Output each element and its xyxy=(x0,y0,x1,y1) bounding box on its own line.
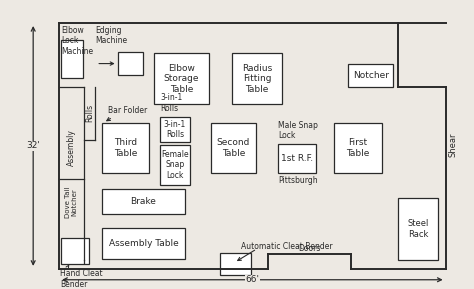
Bar xyxy=(61,238,89,264)
Text: 1st R.F.: 1st R.F. xyxy=(281,154,313,164)
Text: 3-in-1
Rolls: 3-in-1 Rolls xyxy=(164,120,186,139)
Text: 66': 66' xyxy=(246,275,259,284)
Bar xyxy=(160,117,190,142)
Text: Assembly: Assembly xyxy=(67,129,75,166)
Text: Assembly Table: Assembly Table xyxy=(109,239,178,248)
Bar xyxy=(102,189,185,214)
Text: Male Snap
Lock: Male Snap Lock xyxy=(278,121,318,140)
Text: Hand Cleat
Bender: Hand Cleat Bender xyxy=(60,269,103,289)
Text: Elbow
Storage
Table: Elbow Storage Table xyxy=(164,64,199,94)
Bar xyxy=(61,40,83,78)
Text: Dove Tail
Notcher: Dove Tail Notcher xyxy=(64,187,78,218)
Bar xyxy=(334,123,382,173)
Bar xyxy=(220,253,251,275)
Text: Pittsburgh: Pittsburgh xyxy=(278,176,318,185)
Bar xyxy=(232,53,282,104)
Bar xyxy=(118,52,143,75)
Text: Doors: Doors xyxy=(298,244,320,253)
Text: 3-in-1
Rolls: 3-in-1 Rolls xyxy=(160,93,182,113)
Text: Female
Snap
Lock: Female Snap Lock xyxy=(161,150,189,180)
Bar xyxy=(154,53,209,104)
Bar xyxy=(160,144,190,185)
Text: 32': 32' xyxy=(26,141,40,151)
Text: Bar Folder: Bar Folder xyxy=(108,106,147,115)
Bar xyxy=(102,123,149,173)
Text: Elbow
Lock
Machine: Elbow Lock Machine xyxy=(62,26,94,56)
Text: Third
Table: Third Table xyxy=(114,138,137,158)
Bar xyxy=(398,198,438,260)
Text: Notcher: Notcher xyxy=(353,71,389,80)
Bar xyxy=(102,228,185,259)
Text: Radius
Fitting
Table: Radius Fitting Table xyxy=(242,64,272,94)
Text: Edging
Machine: Edging Machine xyxy=(95,26,127,45)
Bar xyxy=(278,144,316,173)
Text: Shear: Shear xyxy=(448,132,457,157)
Text: Brake: Brake xyxy=(130,197,156,206)
Text: Steel
Rack: Steel Rack xyxy=(408,219,429,239)
Text: Second
Table: Second Table xyxy=(217,138,250,158)
Text: Automatic Cleat Bender: Automatic Cleat Bender xyxy=(241,242,332,251)
Text: Rolls: Rolls xyxy=(86,104,94,122)
Bar xyxy=(348,64,393,87)
Text: First
Table: First Table xyxy=(346,138,370,158)
Bar xyxy=(211,123,256,173)
